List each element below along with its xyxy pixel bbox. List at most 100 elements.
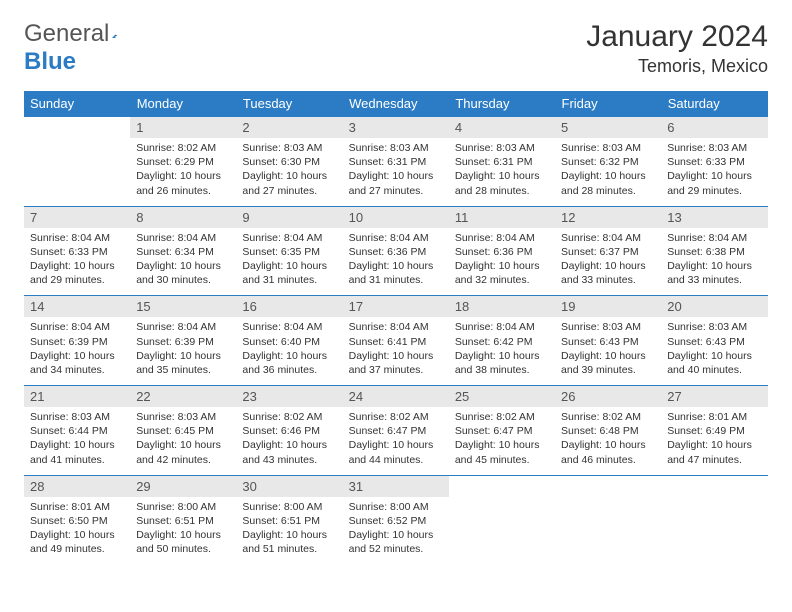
weekday-header-row: SundayMondayTuesdayWednesdayThursdayFrid… [24, 91, 768, 117]
day-number: 29 [130, 475, 236, 497]
day-cell: Sunrise: 8:04 AMSunset: 6:36 PMDaylight:… [449, 228, 555, 296]
sunrise-text: Sunrise: 8:04 AM [136, 320, 230, 334]
day-cell: Sunrise: 8:03 AMSunset: 6:33 PMDaylight:… [661, 138, 767, 206]
weekday-tuesday: Tuesday [236, 91, 342, 117]
day-cell: Sunrise: 8:03 AMSunset: 6:30 PMDaylight:… [236, 138, 342, 206]
day-cell: Sunrise: 8:02 AMSunset: 6:47 PMDaylight:… [343, 407, 449, 475]
day-number: 8 [130, 206, 236, 228]
daylight-text: Daylight: 10 hours and 42 minutes. [136, 438, 230, 466]
sunrise-text: Sunrise: 8:01 AM [30, 500, 124, 514]
daylight-text: Daylight: 10 hours and 50 minutes. [136, 528, 230, 556]
daylight-text: Daylight: 10 hours and 35 minutes. [136, 349, 230, 377]
sunset-text: Sunset: 6:39 PM [30, 335, 124, 349]
sunrise-text: Sunrise: 8:02 AM [349, 410, 443, 424]
day-cell: Sunrise: 8:04 AMSunset: 6:39 PMDaylight:… [24, 317, 130, 385]
daylight-text: Daylight: 10 hours and 28 minutes. [561, 169, 655, 197]
day-cell: Sunrise: 8:04 AMSunset: 6:36 PMDaylight:… [343, 228, 449, 296]
day-cell: Sunrise: 8:03 AMSunset: 6:44 PMDaylight:… [24, 407, 130, 475]
sunrise-text: Sunrise: 8:04 AM [349, 231, 443, 245]
sunset-text: Sunset: 6:43 PM [561, 335, 655, 349]
day-number: 1 [130, 117, 236, 139]
sunset-text: Sunset: 6:33 PM [30, 245, 124, 259]
day-empty [24, 117, 130, 139]
sunset-text: Sunset: 6:50 PM [30, 514, 124, 528]
page-header: General January 2024 Temoris, Mexico [24, 20, 768, 77]
day-number: 26 [555, 386, 661, 408]
day-number: 9 [236, 206, 342, 228]
day-cell [24, 138, 130, 206]
daylight-text: Daylight: 10 hours and 32 minutes. [455, 259, 549, 287]
day-number: 27 [661, 386, 767, 408]
sunset-text: Sunset: 6:38 PM [667, 245, 761, 259]
content-row: Sunrise: 8:01 AMSunset: 6:50 PMDaylight:… [24, 497, 768, 565]
day-cell: Sunrise: 8:01 AMSunset: 6:50 PMDaylight:… [24, 497, 130, 565]
day-cell: Sunrise: 8:03 AMSunset: 6:43 PMDaylight:… [661, 317, 767, 385]
day-number: 18 [449, 296, 555, 318]
day-number: 21 [24, 386, 130, 408]
day-number: 11 [449, 206, 555, 228]
day-number: 19 [555, 296, 661, 318]
sunset-text: Sunset: 6:45 PM [136, 424, 230, 438]
sunrise-text: Sunrise: 8:02 AM [136, 141, 230, 155]
day-cell: Sunrise: 8:03 AMSunset: 6:31 PMDaylight:… [343, 138, 449, 206]
daynum-row: 123456 [24, 117, 768, 139]
weekday-wednesday: Wednesday [343, 91, 449, 117]
logo-text-2-wrap: Blue [24, 48, 76, 76]
sunset-text: Sunset: 6:47 PM [455, 424, 549, 438]
sunset-text: Sunset: 6:36 PM [349, 245, 443, 259]
sunset-text: Sunset: 6:42 PM [455, 335, 549, 349]
day-cell: Sunrise: 8:02 AMSunset: 6:29 PMDaylight:… [130, 138, 236, 206]
day-number: 15 [130, 296, 236, 318]
weekday-saturday: Saturday [661, 91, 767, 117]
weekday-friday: Friday [555, 91, 661, 117]
sunset-text: Sunset: 6:29 PM [136, 155, 230, 169]
sunrise-text: Sunrise: 8:04 AM [667, 231, 761, 245]
day-cell: Sunrise: 8:04 AMSunset: 6:41 PMDaylight:… [343, 317, 449, 385]
daylight-text: Daylight: 10 hours and 44 minutes. [349, 438, 443, 466]
sunrise-text: Sunrise: 8:04 AM [561, 231, 655, 245]
sunrise-text: Sunrise: 8:00 AM [136, 500, 230, 514]
daylight-text: Daylight: 10 hours and 49 minutes. [30, 528, 124, 556]
day-cell: Sunrise: 8:04 AMSunset: 6:39 PMDaylight:… [130, 317, 236, 385]
logo-flag-icon [112, 26, 117, 46]
day-cell: Sunrise: 8:02 AMSunset: 6:46 PMDaylight:… [236, 407, 342, 475]
day-number: 23 [236, 386, 342, 408]
sunrise-text: Sunrise: 8:02 AM [561, 410, 655, 424]
day-number: 14 [24, 296, 130, 318]
sunrise-text: Sunrise: 8:03 AM [242, 141, 336, 155]
sunrise-text: Sunrise: 8:02 AM [242, 410, 336, 424]
sunset-text: Sunset: 6:36 PM [455, 245, 549, 259]
day-cell: Sunrise: 8:00 AMSunset: 6:52 PMDaylight:… [343, 497, 449, 565]
day-number: 5 [555, 117, 661, 139]
daylight-text: Daylight: 10 hours and 43 minutes. [242, 438, 336, 466]
day-empty [555, 475, 661, 497]
day-number: 4 [449, 117, 555, 139]
sunrise-text: Sunrise: 8:00 AM [349, 500, 443, 514]
day-empty [661, 475, 767, 497]
day-cell: Sunrise: 8:04 AMSunset: 6:40 PMDaylight:… [236, 317, 342, 385]
sunset-text: Sunset: 6:51 PM [136, 514, 230, 528]
title-block: January 2024 Temoris, Mexico [586, 20, 768, 77]
daylight-text: Daylight: 10 hours and 31 minutes. [242, 259, 336, 287]
day-number: 13 [661, 206, 767, 228]
daylight-text: Daylight: 10 hours and 39 minutes. [561, 349, 655, 377]
weekday-thursday: Thursday [449, 91, 555, 117]
sunrise-text: Sunrise: 8:04 AM [136, 231, 230, 245]
daynum-row: 14151617181920 [24, 296, 768, 318]
day-number: 10 [343, 206, 449, 228]
sunrise-text: Sunrise: 8:02 AM [455, 410, 549, 424]
sunrise-text: Sunrise: 8:04 AM [242, 231, 336, 245]
daylight-text: Daylight: 10 hours and 40 minutes. [667, 349, 761, 377]
sunrise-text: Sunrise: 8:04 AM [349, 320, 443, 334]
daylight-text: Daylight: 10 hours and 46 minutes. [561, 438, 655, 466]
day-number: 6 [661, 117, 767, 139]
daylight-text: Daylight: 10 hours and 51 minutes. [242, 528, 336, 556]
weekday-sunday: Sunday [24, 91, 130, 117]
daylight-text: Daylight: 10 hours and 27 minutes. [242, 169, 336, 197]
sunrise-text: Sunrise: 8:04 AM [30, 231, 124, 245]
sunset-text: Sunset: 6:40 PM [242, 335, 336, 349]
day-cell: Sunrise: 8:02 AMSunset: 6:48 PMDaylight:… [555, 407, 661, 475]
sunrise-text: Sunrise: 8:03 AM [455, 141, 549, 155]
sunset-text: Sunset: 6:37 PM [561, 245, 655, 259]
day-cell [555, 497, 661, 565]
